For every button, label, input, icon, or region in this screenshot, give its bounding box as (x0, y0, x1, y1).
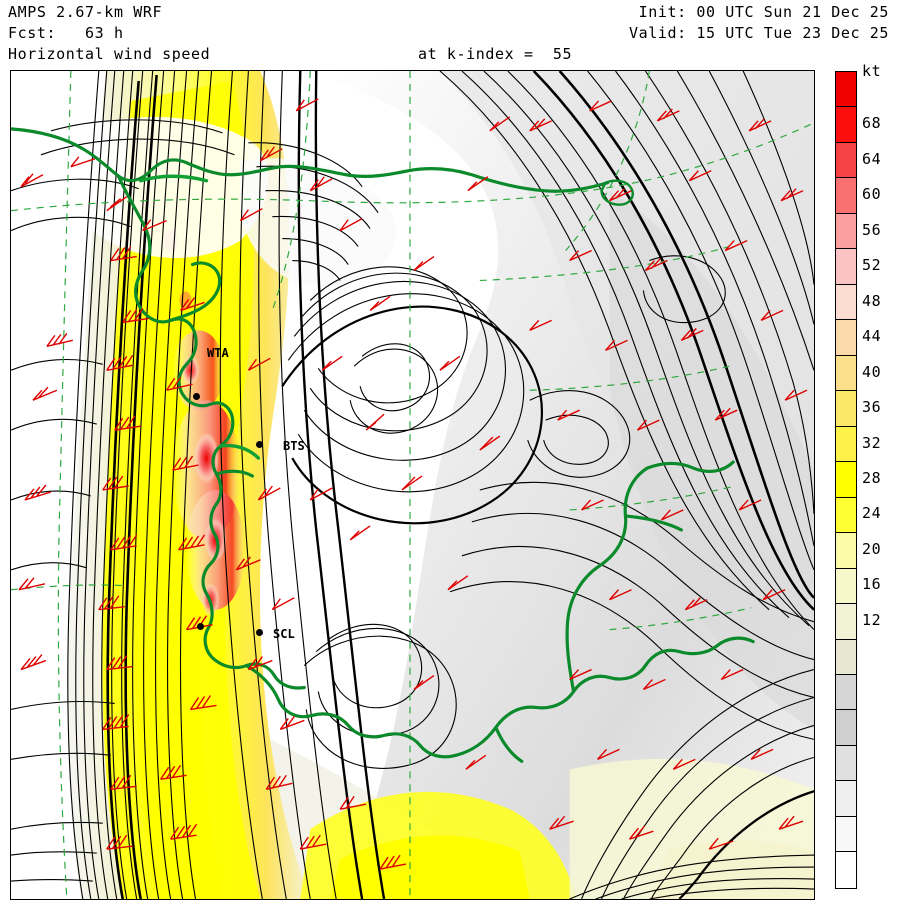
colorbar-tick-48: 48 (862, 291, 882, 310)
colorbar-tick-40: 40 (862, 362, 882, 381)
colorbar-tick-32: 32 (862, 433, 882, 452)
station-dot-scl (256, 629, 263, 636)
colorbar-band-6 (836, 284, 856, 321)
colorbar-unit-label: kt (862, 62, 882, 80)
colorbar-band-0 (836, 72, 856, 108)
colorbar-band-7 (836, 320, 856, 356)
colorbar-tick-labels: 68 64 60 56 52 48 44 40 36 32 28 24 20 16 12 (862, 71, 900, 889)
map-panel[interactable]: WTA BTS SCL (10, 70, 815, 900)
colorbar-band-5 (836, 249, 856, 285)
colorbar-tick-36: 36 (862, 398, 882, 417)
coastline-grid-layer (11, 71, 814, 899)
colorbar-tick-68: 68 (862, 114, 882, 133)
colorbar-band-17 (836, 674, 856, 711)
streamline-contour-layer (11, 71, 814, 899)
init-time: Init: 00 UTC Sun 21 Dec 25 (638, 3, 889, 21)
colorbar-tick-24: 24 (862, 504, 882, 523)
station-dot-unlabeled (197, 623, 204, 630)
colorbar-band-13 (836, 533, 856, 569)
k-index-label: at k-index = 55 (418, 45, 573, 63)
colorbar-band-4 (836, 213, 856, 250)
station-dot-wta (193, 393, 200, 400)
colorbar-band-20 (836, 781, 856, 817)
station-label-wta: WTA (207, 346, 229, 360)
station-label-bts: BTS (283, 439, 305, 453)
colorbar-band-15 (836, 604, 856, 640)
station-label-scl: SCL (273, 627, 295, 641)
colorbar-band-2 (836, 142, 856, 179)
wind-barbs-layer (11, 71, 814, 899)
colorbar-band-3 (836, 178, 856, 214)
colorbar-tick-60: 60 (862, 185, 882, 204)
forecast-hour: Fcst: 63 h (8, 24, 124, 42)
colorbar (835, 71, 857, 889)
colorbar-band-1 (836, 107, 856, 143)
station-dot-bts (256, 441, 263, 448)
colorbar-tick-56: 56 (862, 220, 882, 239)
colorbar-tick-12: 12 (862, 610, 882, 629)
colorbar-band-12 (836, 497, 856, 534)
colorbar-band-14 (836, 568, 856, 605)
colorbar-tick-44: 44 (862, 327, 882, 346)
colorbar-band-19 (836, 745, 856, 782)
colorbar-tick-20: 20 (862, 539, 882, 558)
colorbar-tick-64: 64 (862, 149, 882, 168)
colorbar-tick-28: 28 (862, 469, 882, 487)
colorbar-band-21 (836, 816, 856, 853)
colorbar-tick-16: 16 (862, 575, 882, 594)
field-name: Horizontal wind speed (8, 45, 211, 63)
colorbar-band-16 (836, 639, 856, 675)
valid-time: Valid: 15 UTC Tue 23 Dec 25 (628, 24, 889, 42)
colorbar-band-9 (836, 391, 856, 427)
model-title: AMPS 2.67-km WRF (8, 3, 163, 21)
colorbar-band-22 (836, 852, 856, 888)
colorbar-band-10 (836, 426, 856, 463)
colorbar-band-8 (836, 355, 856, 392)
station-layer: WTA BTS SCL (11, 71, 814, 899)
colorbar-band-11 (836, 462, 856, 498)
chart-header: AMPS 2.67-km WRF Fcst: 63 h Horizontal w… (0, 0, 900, 68)
colorbar-band-18 (836, 710, 856, 746)
colorbar-tick-52: 52 (862, 256, 882, 275)
